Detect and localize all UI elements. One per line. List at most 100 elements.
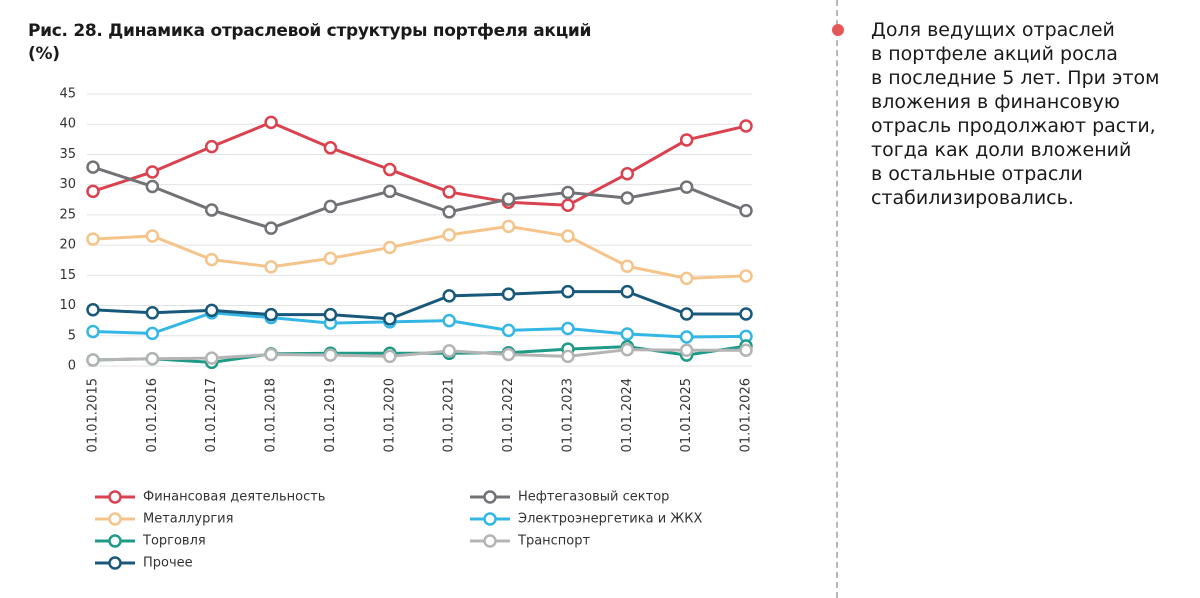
- x-tick-label: 01.01.2026: [739, 378, 754, 452]
- legend-label: Торговля: [142, 534, 206, 549]
- y-tick-label: 45: [59, 87, 76, 102]
- point: [739, 119, 753, 133]
- point: [442, 228, 456, 242]
- point: [679, 343, 694, 358]
- note-line: вложения в финансовую: [871, 91, 1120, 113]
- legend-label: Электроэнергетика и ЖКХ: [518, 512, 703, 527]
- point: [264, 260, 278, 274]
- point: [739, 343, 753, 358]
- point: [501, 192, 516, 206]
- note-line: в остальные отрасли: [871, 163, 1083, 185]
- note-line: Доля ведущих отраслей: [871, 19, 1115, 41]
- point: [145, 326, 160, 341]
- legend-label: Металлургия: [143, 512, 233, 527]
- y-tick-label: 10: [59, 298, 76, 313]
- x-tick-label: 01.01.2022: [501, 378, 516, 452]
- note-text: Доля ведущих отраслей в портфеле акций ро…: [871, 18, 1160, 210]
- note-line: отрасль продолжают расти,: [871, 115, 1156, 137]
- point: [323, 199, 338, 214]
- y-tick-label: 25: [59, 207, 76, 222]
- point: [561, 185, 575, 200]
- point: [739, 203, 753, 218]
- point: [679, 307, 694, 321]
- point: [501, 347, 516, 362]
- point: [383, 184, 397, 199]
- y-tick-label: 35: [59, 147, 76, 162]
- point: [323, 251, 338, 266]
- x-tick-label: 01.01.2023: [560, 378, 575, 452]
- legend-label: Нефтегазовый сектор: [518, 490, 669, 505]
- series-line: [92, 165, 747, 230]
- y-tick-label: 30: [59, 177, 76, 192]
- point: [620, 327, 635, 341]
- point: [679, 180, 694, 194]
- chart-title: Рис. 28. Динамика отраслевой структуры п…: [28, 21, 592, 64]
- series-line: [92, 290, 746, 321]
- legend-marker: [483, 512, 497, 526]
- point: [679, 133, 694, 147]
- point: [501, 219, 516, 234]
- point: [323, 307, 338, 322]
- point: [442, 313, 456, 328]
- point: [620, 284, 635, 299]
- y-tick-label: 40: [59, 117, 76, 132]
- point: [86, 184, 100, 199]
- point: [145, 306, 160, 320]
- point: [86, 324, 100, 339]
- legend-marker: [108, 556, 122, 570]
- note-line: в последние 5 лет. При этом: [871, 67, 1160, 89]
- point: [620, 259, 635, 274]
- point: [739, 307, 753, 321]
- x-tick-label: 01.01.2016: [145, 378, 160, 452]
- legend-marker: [108, 490, 122, 504]
- point: [145, 179, 160, 194]
- point: [561, 284, 575, 299]
- point: [620, 167, 635, 181]
- x-tick-label: 01.01.2015: [86, 378, 101, 452]
- point: [204, 139, 219, 154]
- point: [383, 312, 397, 326]
- point: [679, 271, 694, 286]
- point: [86, 303, 100, 317]
- legend-marker: [108, 512, 122, 526]
- point: [442, 185, 456, 199]
- point: [442, 205, 456, 219]
- series-line: [92, 120, 747, 207]
- side-note: Доля ведущих отраслей в портфеле акций ро…: [832, 0, 1200, 598]
- x-tick-label: 01.01.2025: [679, 378, 694, 452]
- point: [145, 351, 160, 366]
- point: [679, 330, 694, 344]
- x-tick-label: 01.01.2020: [382, 378, 397, 452]
- y-tick-label: 15: [59, 268, 76, 283]
- note-line: тогда как доли вложений: [871, 139, 1132, 161]
- point: [204, 252, 219, 267]
- x-tick-label: 01.01.2019: [323, 378, 338, 452]
- point: [264, 307, 278, 322]
- point: [204, 351, 219, 365]
- chart: 0 5 10 15 20 25 30 35 40 45 01.01.2015 01.01.2016 01…: [59, 87, 754, 571]
- legend-label: Прочее: [143, 556, 193, 571]
- point: [145, 229, 160, 243]
- point: [501, 323, 516, 338]
- x-tick-label: 01.01.2024: [620, 378, 635, 452]
- point: [383, 349, 397, 364]
- point: [383, 162, 397, 177]
- point: [323, 348, 338, 362]
- series-line: [92, 311, 747, 339]
- point: [561, 229, 575, 243]
- y-tick-label: 20: [59, 238, 76, 253]
- series-line: [92, 348, 746, 362]
- bullet: [832, 24, 844, 36]
- x-tick-label: 01.01.2021: [442, 378, 457, 452]
- point: [561, 349, 575, 364]
- legend-label: Финансовая деятельность: [143, 490, 325, 505]
- point: [86, 160, 100, 174]
- note-line: стабилизировались.: [871, 187, 1074, 209]
- series-line: [92, 224, 747, 280]
- point: [501, 287, 516, 301]
- point: [204, 303, 219, 318]
- point: [264, 347, 278, 362]
- point: [739, 269, 753, 283]
- point: [442, 289, 456, 303]
